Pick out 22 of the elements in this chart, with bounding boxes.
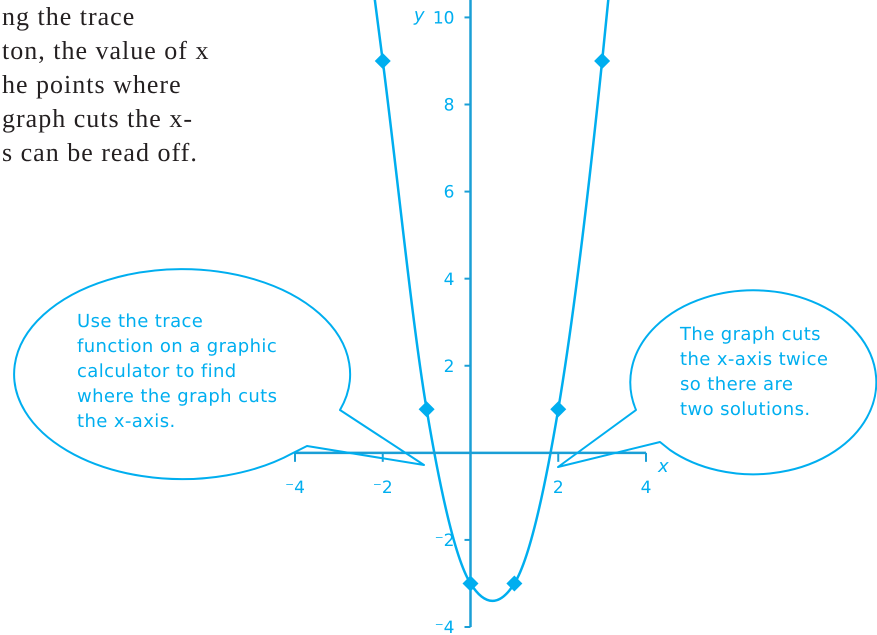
- text: ng the trace ton, the value of x he points where graph cuts the x- s can be read off.: [2, 1, 210, 169]
- y-tick-label: 8: [444, 96, 454, 116]
- point: [418, 401, 435, 418]
- point: [506, 575, 522, 592]
- y-axis-title: y: [412, 5, 424, 27]
- y-tick-label: 2: [444, 356, 454, 377]
- y-tick-label: 6: [444, 182, 454, 203]
- y-tick-label: 4: [444, 270, 454, 290]
- point: [550, 401, 566, 418]
- x-tick-label: 4: [640, 478, 652, 498]
- point: [594, 52, 610, 69]
- x-tick-label: 2: [552, 478, 564, 498]
- y-tick-label: 10: [432, 8, 454, 29]
- y-tick-label: ⁻4: [434, 618, 454, 635]
- text: Use the trace function on a graphic calculator to find where the graph cuts the x-axis.: [77, 310, 278, 434]
- text: The graph cuts the x-axis twice so there are two solutions.: [680, 323, 828, 422]
- x-axis-title: x: [658, 456, 669, 478]
- line-series: [374, 0, 610, 602]
- x-tick-label: ⁻2: [372, 478, 393, 498]
- point: [374, 52, 391, 69]
- x-tick-label: ⁻4: [285, 478, 305, 498]
- point: [462, 575, 478, 592]
